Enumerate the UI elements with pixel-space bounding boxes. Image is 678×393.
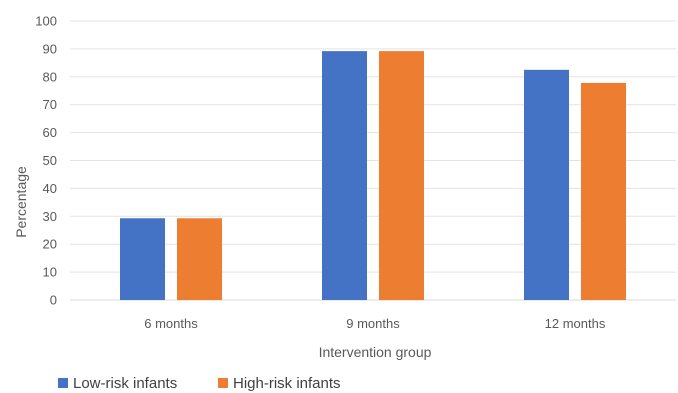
bar-high-risk-2 <box>581 82 626 300</box>
x-tick-label: 9 months <box>346 316 400 331</box>
legend-label-high-risk: High-risk infants <box>233 375 341 392</box>
legend-item-low-risk: Low-risk infants <box>58 375 177 392</box>
y-tick-label: 0 <box>50 293 57 308</box>
y-axis-title: Percentage <box>13 166 29 238</box>
bar-high-risk-0 <box>177 218 222 300</box>
y-tick-label: 30 <box>43 209 57 224</box>
y-tick-label: 50 <box>43 153 57 168</box>
legend-label-low-risk: Low-risk infants <box>73 375 177 392</box>
legend: Low-risk infants High-risk infants <box>58 375 341 392</box>
y-axis-ticks: 0 10 20 30 40 50 60 70 80 90 100 <box>35 14 57 308</box>
y-tick-label: 70 <box>43 97 57 112</box>
bar-low-risk-2 <box>524 69 569 300</box>
legend-swatch-high-risk <box>218 378 228 388</box>
y-tick-label: 60 <box>43 125 57 140</box>
x-tick-label: 6 months <box>144 316 198 331</box>
bar-high-risk-1 <box>379 51 424 300</box>
y-tick-label: 90 <box>43 41 57 56</box>
y-tick-label: 100 <box>35 14 57 29</box>
gridlines <box>70 20 676 301</box>
y-tick-label: 10 <box>43 265 57 280</box>
y-tick-label: 40 <box>43 181 57 196</box>
y-tick-label: 20 <box>43 237 57 252</box>
bars <box>120 51 626 300</box>
bar-low-risk-0 <box>120 218 165 300</box>
legend-item-high-risk: High-risk infants <box>218 375 341 392</box>
y-tick-label: 80 <box>43 69 57 84</box>
x-axis-ticks: 6 months 9 months 12 months <box>144 316 606 331</box>
legend-swatch-low-risk <box>58 378 68 388</box>
x-axis-title: Intervention group <box>319 344 432 360</box>
x-tick-label: 12 months <box>545 316 606 331</box>
bar-low-risk-1 <box>322 51 367 300</box>
